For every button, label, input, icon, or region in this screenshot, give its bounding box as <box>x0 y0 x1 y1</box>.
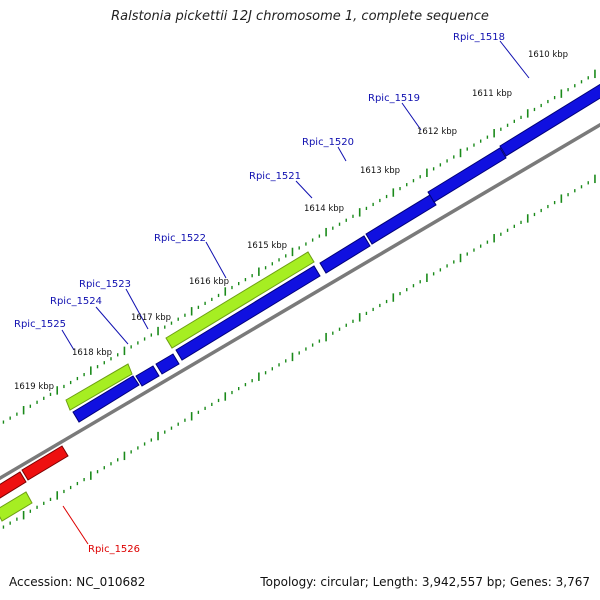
tick-labels: 1610 kbp 1611 kbp 1612 kbp 1613 kbp 1614… <box>14 50 568 392</box>
cds-rpic-1523[interactable] <box>155 353 180 375</box>
map-title: Ralstonia pickettii 12J chromosome 1, co… <box>111 9 489 24</box>
gene-label-rpic-1518[interactable]: Rpic_1518 <box>453 32 505 43</box>
cds-rpic-1525[interactable] <box>72 375 140 423</box>
gene-label-rpic-1524[interactable]: Rpic_1524 <box>50 296 102 307</box>
gene-label-rpic-1520[interactable]: Rpic_1520 <box>302 137 354 148</box>
gene-label-rpic-1521[interactable]: Rpic_1521 <box>249 171 301 182</box>
tick-label: 1619 kbp <box>14 382 54 392</box>
tick-label: 1611 kbp <box>472 89 512 99</box>
gene-label-rpic-1522[interactable]: Rpic_1522 <box>154 233 206 244</box>
gene-feature-rpic-1526[interactable] <box>0 491 33 522</box>
cds-reverse-left[interactable] <box>0 471 27 499</box>
cds-rpic-1526[interactable] <box>21 445 69 481</box>
tick-label: 1616 kbp <box>189 277 229 287</box>
gene-labels: Rpic_1518 Rpic_1519 Rpic_1520 Rpic_1521 … <box>14 32 505 555</box>
features <box>0 82 600 522</box>
cds-rpic-1521[interactable] <box>319 235 371 274</box>
gene-label-rpic-1523[interactable]: Rpic_1523 <box>79 279 131 290</box>
cds-rpic-1522[interactable] <box>175 265 321 361</box>
tick-label: 1613 kbp <box>360 166 400 176</box>
gene-label-rpic-1526[interactable]: Rpic_1526 <box>88 544 140 555</box>
tick-label: 1612 kbp <box>417 127 457 137</box>
cds-rpic-1519[interactable] <box>427 147 507 203</box>
gene-label-rpic-1519[interactable]: Rpic_1519 <box>368 93 420 104</box>
tick-label: 1618 kbp <box>72 348 112 358</box>
cds-rpic-1524[interactable] <box>135 365 160 387</box>
cds-rpic-1518[interactable] <box>499 82 600 157</box>
tick-label: 1610 kbp <box>528 50 568 60</box>
gene-feature-rpic-1522[interactable] <box>165 251 315 349</box>
chromosome-backbone <box>0 122 600 481</box>
genome-summary: Topology: circular; Length: 3,942,557 bp… <box>260 575 590 589</box>
tick-label: 1615 kbp <box>247 241 287 251</box>
tick-label: 1617 kbp <box>131 313 171 323</box>
gene-feature-rpic-1518-area[interactable] <box>65 363 133 411</box>
tick-rows <box>2 69 596 529</box>
accession-text: Accession: NC_010682 <box>9 575 146 589</box>
label-leaders <box>61 40 530 545</box>
tick-label: 1614 kbp <box>304 204 344 214</box>
gene-label-rpic-1525[interactable]: Rpic_1525 <box>14 319 66 330</box>
cds-rpic-1520[interactable] <box>365 194 437 245</box>
